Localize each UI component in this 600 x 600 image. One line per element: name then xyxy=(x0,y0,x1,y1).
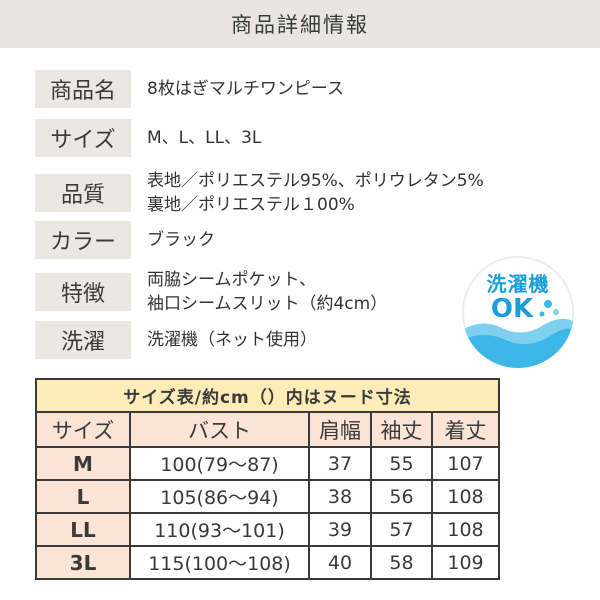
table-cell: 39 xyxy=(308,512,372,547)
table-row: LL 110(93～101) 39 57 108 xyxy=(35,512,501,547)
table-cell: M xyxy=(35,446,131,481)
spec-row-product-name: 商品名 8枚はぎマルチワンピース xyxy=(35,70,344,108)
table-cell: 56 xyxy=(370,479,433,514)
table-cell: 40 xyxy=(308,545,372,580)
wave-bubbles-icon xyxy=(462,300,574,368)
spec-value-line: 裏地／ポリエステル１00% xyxy=(147,195,355,215)
table-cell: 115(100～108) xyxy=(129,545,310,580)
size-table: サイズ表/約cm（）内はヌード寸法 サイズ バスト 肩幅 袖丈 着丈 M 100… xyxy=(34,378,501,580)
column-header: バスト xyxy=(129,411,310,448)
spec-label: 商品名 xyxy=(35,70,131,108)
spec-value: 両脇シームポケット、 袖口シームスリット（約4cm） xyxy=(147,268,387,316)
spec-value: 表地／ポリエステル95%、ポリウレタン5% 裏地／ポリエステル１00% xyxy=(147,169,484,217)
column-header: サイズ xyxy=(35,411,131,448)
spec-value: 8枚はぎマルチワンピース xyxy=(147,77,344,101)
table-row: M 100(79～87) 37 55 107 xyxy=(35,446,501,481)
spec-value: M、L、LL、3L xyxy=(147,126,261,150)
spec-value-line: ブラック xyxy=(147,230,215,250)
table-cell: 109 xyxy=(430,545,501,580)
table-cell: 57 xyxy=(370,512,433,547)
spec-value: 洗濯機（ネット使用） xyxy=(147,328,317,352)
spec-row-material: 品質 表地／ポリエステル95%、ポリウレタン5% 裏地／ポリエステル１00% xyxy=(35,169,484,217)
spec-value-line: 袖口シームスリット（約4cm） xyxy=(147,294,388,314)
spec-value-line: 表地／ポリエステル95%、ポリウレタン5% xyxy=(147,171,484,191)
table-cell: 100(79～87) xyxy=(129,446,310,481)
spec-value-line: 両脇シームポケット、 xyxy=(147,270,317,290)
page-title: 商品詳細情報 xyxy=(231,13,369,37)
table-cell: 37 xyxy=(308,446,372,481)
column-header: 着丈 xyxy=(430,411,501,448)
spec-label: 特徴 xyxy=(35,273,131,311)
spec-value-line: 洗濯機（ネット使用） xyxy=(147,330,317,350)
table-cell: 107 xyxy=(430,446,501,481)
table-cell: LL xyxy=(35,512,131,547)
spec-value: ブラック xyxy=(147,228,215,252)
size-table-title: サイズ表/約cm（）内はヌード寸法 xyxy=(34,378,501,413)
spec-label: 品質 xyxy=(35,174,131,212)
spec-row-features: 特徴 両脇シームポケット、 袖口シームスリット（約4cm） xyxy=(35,268,387,316)
table-row: 3L 115(100～108) 40 58 109 xyxy=(35,545,501,580)
spec-row-color: カラー ブラック xyxy=(35,221,215,259)
table-title-row: サイズ表/約cm（）内はヌード寸法 xyxy=(34,378,501,413)
washable-badge: 洗濯機 OK xyxy=(462,256,574,368)
column-header: 肩幅 xyxy=(308,411,372,448)
table-cell: 105(86～94) xyxy=(129,479,310,514)
table-header-row: サイズ バスト 肩幅 袖丈 着丈 xyxy=(35,411,501,448)
spec-label: カラー xyxy=(35,221,131,259)
table-cell: 108 xyxy=(430,512,501,547)
table-cell: 108 xyxy=(430,479,501,514)
spec-value-line: M、L、LL、3L xyxy=(147,128,262,148)
spec-row-size: サイズ M、L、LL、3L xyxy=(35,119,261,157)
table-cell: 110(93～101) xyxy=(129,512,310,547)
table-cell: 38 xyxy=(308,479,372,514)
table-cell: L xyxy=(35,479,131,514)
page-header: 商品詳細情報 xyxy=(0,0,600,48)
table-cell: 3L xyxy=(35,545,131,580)
column-header: 袖丈 xyxy=(370,411,433,448)
badge-text-washer: 洗濯機 xyxy=(486,272,550,296)
spec-value-line: 8枚はぎマルチワンピース xyxy=(147,79,344,99)
table-row: L 105(86～94) 38 56 108 xyxy=(35,479,501,514)
spec-label: 洗濯 xyxy=(35,321,131,359)
spec-row-washing: 洗濯 洗濯機（ネット使用） xyxy=(35,321,317,359)
table-cell: 55 xyxy=(370,446,433,481)
table-cell: 58 xyxy=(370,545,433,580)
spec-label: サイズ xyxy=(35,119,131,157)
badge-text-ok: OK xyxy=(490,294,534,324)
